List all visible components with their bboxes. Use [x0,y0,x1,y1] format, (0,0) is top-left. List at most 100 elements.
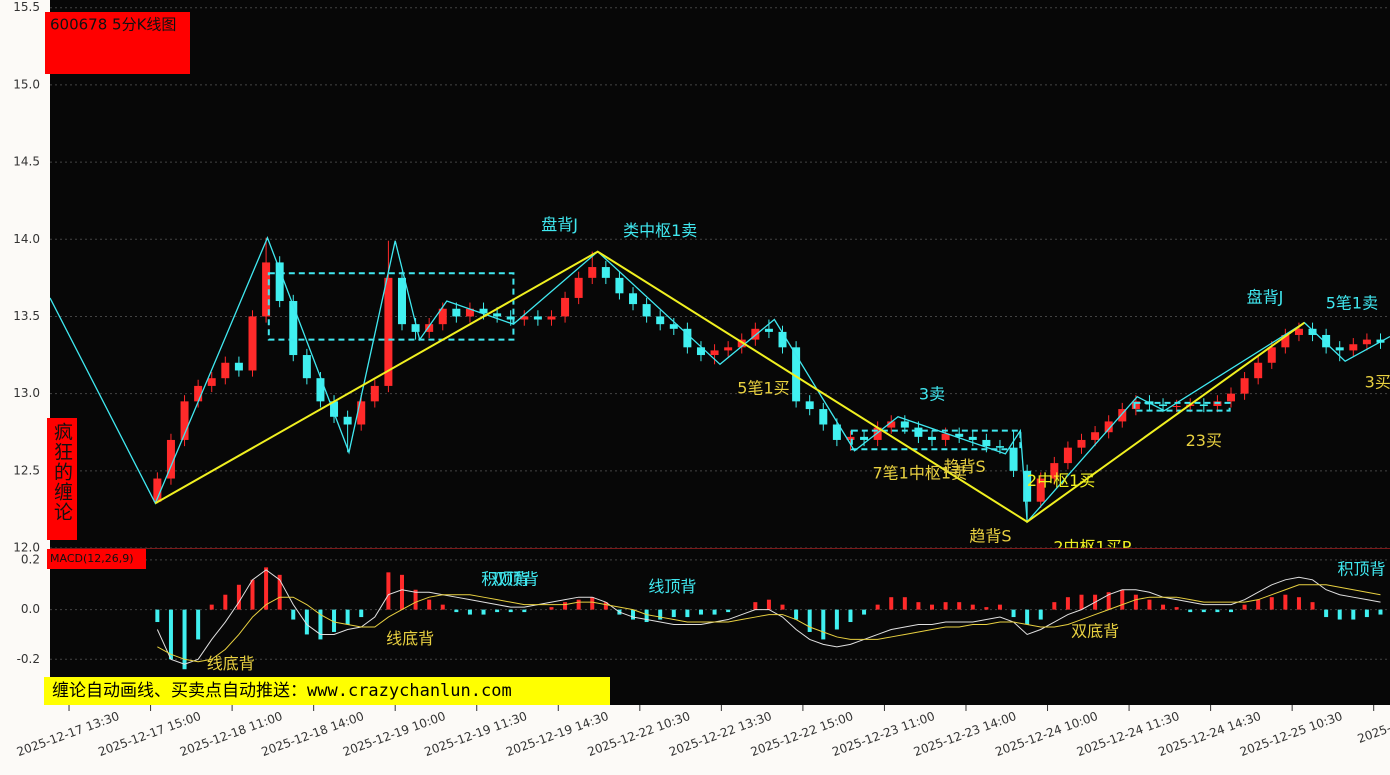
macd-bar [970,604,975,610]
macd-bar [236,584,241,610]
macd-bar [1215,609,1220,613]
macd-bar [766,599,771,610]
annotation: 5笔1买 [737,379,789,398]
candle-body [588,267,597,278]
candle-body [479,308,488,314]
candle-body [180,401,189,440]
candle-body [207,378,216,386]
candle-body [656,316,665,325]
macd-bar [1242,604,1247,610]
annotation: 23买 [1186,431,1222,450]
macd-bar [1296,597,1301,610]
macd-bar [481,609,486,615]
macd-bar [522,609,527,613]
macd-bar [1228,609,1233,613]
macd-bar [875,604,880,610]
plot-background [50,0,1390,705]
zhongshu-box [850,429,1022,451]
macd-bar [671,609,676,618]
macd-bar [1106,592,1111,610]
candle-body [1349,344,1358,351]
candle-body [900,421,909,428]
macd-title: MACD(12,26,9) [50,552,134,565]
candle-body [1281,334,1290,348]
candle-body [1254,362,1263,379]
y-tick-label: 13.5 [13,309,40,323]
candle-body [1131,401,1140,410]
candle-body [465,308,474,317]
candle-body [887,421,896,428]
candle-body [1267,347,1276,363]
candle-body [316,378,325,402]
annotation: 5笔1卖 [1326,294,1378,313]
macd-bar [957,602,962,610]
candle-body [737,339,746,348]
macd-bar [264,567,269,610]
macd-bar [1147,599,1152,610]
y-tick-label: 12.5 [13,463,40,477]
candle-body [262,262,271,317]
macd-bar [1065,597,1070,610]
macd-bar [209,604,214,610]
macd-bar [590,597,595,610]
annotation: 3买 [1365,372,1390,391]
candle-body [1199,404,1208,406]
annotation: 积顶背 [1337,559,1385,578]
candle-body [343,416,352,425]
y-tick-label: -0.2 [17,652,40,666]
candle-body [574,277,583,298]
macd-bar [196,609,201,640]
candle-body [928,436,937,440]
macd-bar [943,602,948,610]
macd-bar [1201,609,1206,613]
annotation: 趋背S [969,527,1011,546]
macd-bar [631,609,636,620]
annotation: 2中枢1买P [1053,538,1131,557]
macd-bar [1364,609,1369,618]
macd-bar [168,609,173,660]
macd-bar [1269,597,1274,610]
candle-body [397,277,406,325]
candle-body [860,436,869,440]
macd-bar [223,594,228,610]
macd-bar [454,609,459,613]
macd-bar [277,574,282,610]
macd-line [157,584,1381,663]
macd-bar [753,602,758,610]
macd-badge [47,549,146,569]
zhongshu-box [267,272,515,341]
annotation: 双顶背 [491,569,539,588]
banner-box [44,677,610,705]
candle-body [710,350,719,356]
chart-title: 600678 5分K线图 [50,16,176,34]
annotation: 趋背S [944,457,986,476]
bi-line [50,235,1390,524]
macd-bar [1052,602,1057,610]
y-tick-label: 15.0 [13,77,40,91]
annotation: 类中枢1卖 [623,221,697,240]
annotation: 盘背J [1247,287,1284,306]
candle-body [615,277,624,294]
candle-body [995,446,1004,448]
macd-bar [495,609,500,613]
macd-bar [862,609,867,615]
y-tick-label: 13.0 [13,386,40,400]
candle-body [1063,447,1072,464]
macd-bar [698,609,703,615]
macd-bar [576,599,581,610]
macd-bar [1011,609,1016,618]
candle-body [778,331,787,348]
candle-body [1322,334,1331,348]
macd-bar [889,597,894,610]
candle-body [493,313,502,317]
candle-body [1036,478,1045,502]
candle-body [805,401,814,410]
macd-bar [359,609,364,618]
macd-bar [834,609,839,630]
candle-body [683,328,692,348]
candle-body [846,436,855,440]
candle-body [1118,409,1127,422]
macd-bar [848,609,853,623]
